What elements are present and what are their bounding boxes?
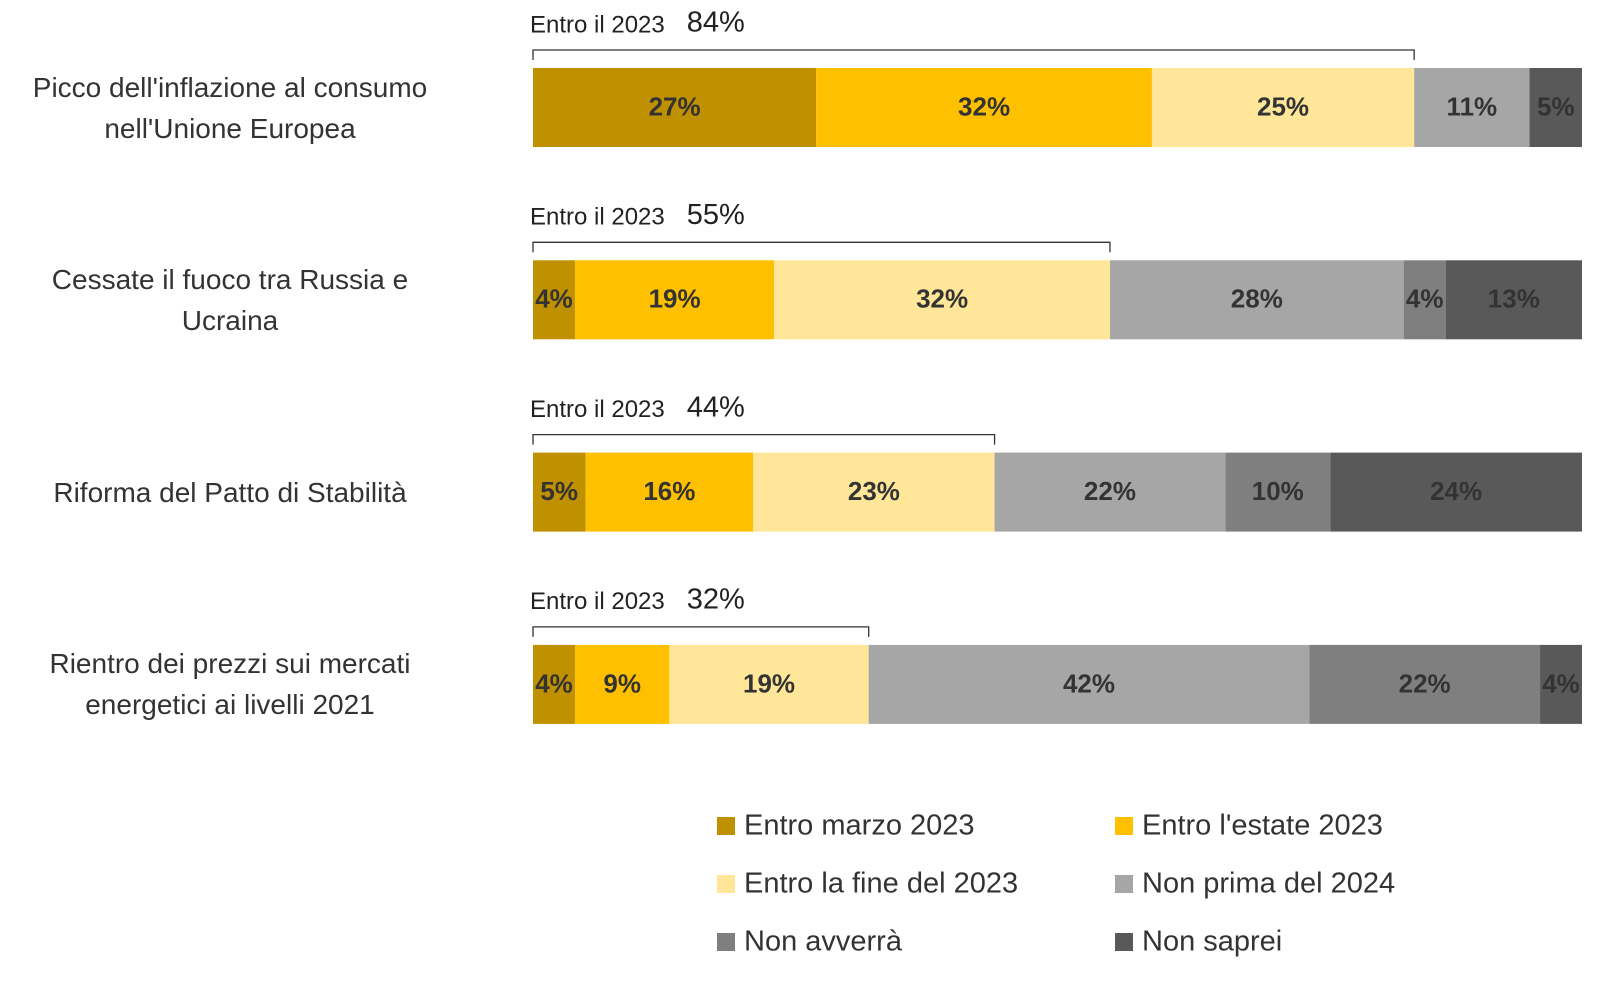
category-label: Rientro dei prezzi sui mercati energetic… [49, 648, 411, 721]
annotation-label: Entro il 2023 [530, 588, 665, 615]
data-label: 5% [1537, 91, 1575, 121]
bracket [532, 241, 1111, 253]
data-label: 9% [603, 668, 641, 698]
bar-segment [868, 644, 1310, 724]
legend-swatch [717, 875, 735, 893]
bar-segment [1109, 260, 1404, 340]
legend-label: Non prima del 2024 [1142, 868, 1395, 900]
legend-swatch [1115, 933, 1133, 951]
bar-segment [1540, 644, 1582, 724]
data-label: 32% [958, 91, 1010, 121]
data-label: 16% [643, 476, 695, 506]
data-label: 27% [649, 91, 701, 121]
data-label: 4% [535, 668, 573, 698]
bar-segment [585, 452, 754, 532]
data-label: 24% [1430, 476, 1482, 506]
data-label: 19% [743, 668, 795, 698]
data-label: 22% [1084, 476, 1136, 506]
bar-segment [574, 644, 670, 724]
category-label: Riforma del Patto di Stabilità [53, 476, 407, 508]
bracket [532, 49, 1415, 60]
data-label: 32% [916, 284, 968, 314]
legend-label: Non avverrà [744, 926, 903, 958]
legend-label: Entro marzo 2023 [744, 810, 975, 842]
legend-swatch [1115, 875, 1133, 893]
annotation-total: 84% [687, 7, 745, 39]
bar-segment [533, 452, 586, 532]
data-label: 23% [848, 476, 900, 506]
data-label: 25% [1257, 91, 1309, 121]
bar-segment [533, 260, 575, 340]
data-label: 22% [1399, 668, 1451, 698]
data-label: 19% [649, 284, 701, 314]
category-label: Picco dell'inflazione al consumo nell'Un… [32, 71, 428, 144]
annotation-total: 55% [687, 199, 745, 231]
bar-segment [753, 452, 995, 532]
bar-segment [1225, 452, 1331, 532]
bar-segment [1445, 260, 1582, 340]
bracket [532, 626, 870, 637]
data-label: 28% [1231, 284, 1283, 314]
bar-segment [1309, 644, 1541, 724]
legend-swatch [717, 933, 735, 951]
annotation-total: 32% [687, 584, 745, 616]
data-label: 13% [1488, 284, 1540, 314]
annotation-total: 44% [687, 391, 745, 423]
bar-segment [1330, 452, 1582, 532]
legend-label: Entro la fine del 2023 [744, 868, 1018, 900]
bar-segment [774, 260, 1110, 340]
annotation-label: Entro il 2023 [530, 396, 665, 423]
bar-segment [1414, 68, 1530, 147]
data-label: 42% [1063, 668, 1115, 698]
bar-segment [1151, 68, 1415, 147]
bar-segment [574, 260, 775, 340]
annotation-label: Entro il 2023 [530, 11, 665, 38]
bar-segment [1403, 260, 1446, 340]
bracket [532, 433, 996, 445]
data-label: 10% [1252, 476, 1304, 506]
bar-segment [533, 644, 575, 724]
category-label: Cessate il fuoco tra Russia e Ucraina [51, 263, 409, 336]
bar-segment [1529, 68, 1582, 147]
data-label: 5% [540, 476, 578, 506]
data-label: 4% [1406, 284, 1444, 314]
legend-label: Entro l'estate 2023 [1142, 810, 1383, 842]
legend-label: Non saprei [1142, 926, 1282, 958]
bar-segment [816, 68, 1152, 147]
annotation-label: Entro il 2023 [530, 204, 665, 231]
bar-segment [533, 68, 817, 147]
data-label: 4% [1542, 668, 1580, 698]
data-label: 11% [1447, 91, 1498, 121]
bar-segment [669, 644, 869, 724]
data-label: 4% [535, 284, 573, 314]
legend-swatch [1115, 817, 1133, 835]
bar-segment [994, 452, 1226, 532]
legend-swatch [717, 817, 735, 835]
